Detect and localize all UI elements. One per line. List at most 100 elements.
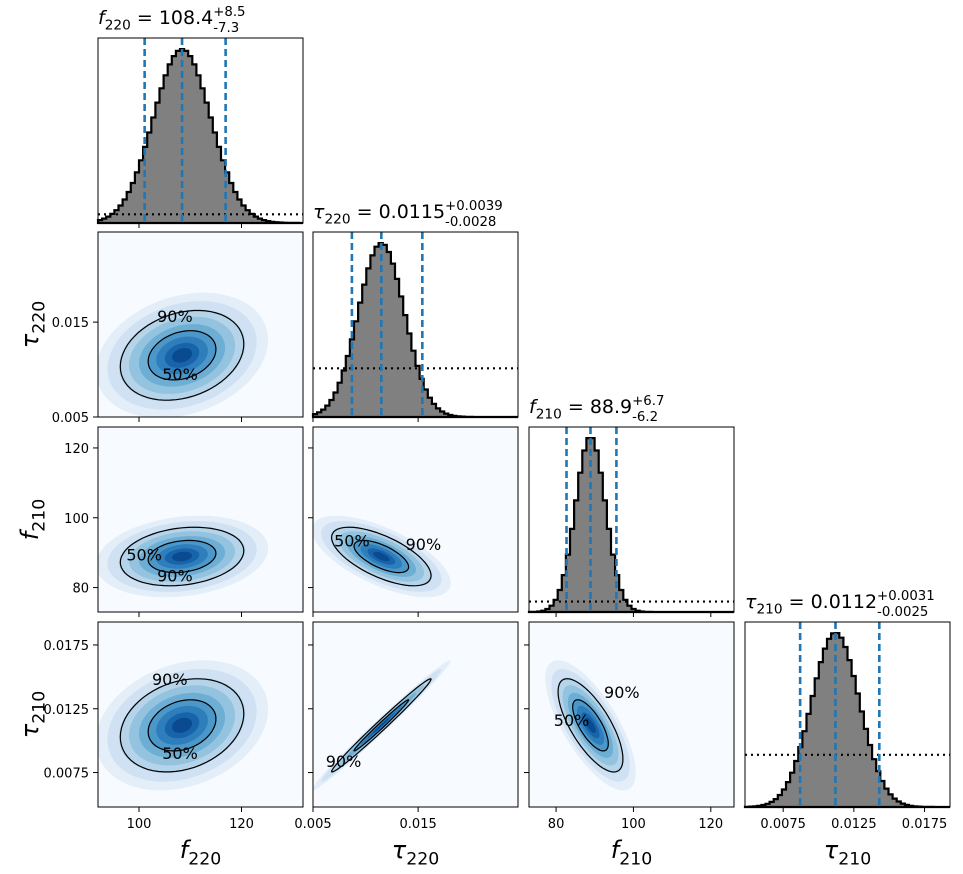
error-plus: +6.7: [632, 394, 664, 409]
error-minus: -0.0025: [877, 605, 928, 620]
y-tick-label: 120: [64, 442, 89, 457]
median-value: 88.9: [590, 396, 632, 418]
contour-50: [572, 699, 609, 752]
error-minus: -6.2: [632, 410, 658, 425]
median-value: 0.0112: [811, 591, 877, 613]
density-level: [172, 551, 193, 562]
density-level: [373, 551, 390, 562]
hist-panel-210-2: f210 = 88.9+6.7 -6.2: [527, 394, 735, 614]
x-axis-label: τ220: [392, 836, 439, 870]
y-tick-label: 0.0075: [44, 767, 90, 782]
y-tick-label: 100: [64, 512, 89, 527]
contour-label: 90%: [157, 307, 193, 326]
hist-title: τ210 = 0.0112+0.0031 -0.0025: [745, 589, 935, 620]
contour-label: 90%: [406, 535, 442, 554]
error-plus: +8.5: [213, 5, 245, 20]
density-panel-210-220: 90%: [312, 621, 519, 808]
axes-frame: [97, 426, 304, 613]
axes-frame: [97, 37, 304, 224]
contour-90: [330, 526, 432, 587]
contour-50: [147, 539, 217, 574]
density-level: [172, 717, 193, 733]
density-background: [313, 622, 518, 807]
y-axis-label-text: τ210: [16, 691, 50, 738]
contour-90: [119, 309, 245, 401]
contour-label: 50%: [162, 744, 198, 763]
y-tick-label: 80: [72, 582, 89, 597]
contour-label: 90%: [157, 567, 193, 586]
y-axis-label: τ210: [16, 691, 50, 738]
contour-50: [353, 539, 410, 574]
contour-label: 50%: [126, 546, 162, 565]
contour-90: [557, 678, 624, 773]
hist-title: τ220 = 0.0115+0.0039 -0.0028: [313, 199, 503, 230]
error-plus: +0.0039: [445, 199, 503, 214]
x-tick-label: 100: [127, 817, 152, 832]
contour-50: [147, 330, 217, 381]
x-axis-label: f210: [611, 836, 652, 870]
x-tick-label: 100: [621, 817, 646, 832]
hist-panel-210-3: τ210 = 0.0112+0.0031 -0.0025: [743, 589, 951, 809]
density-panel-220-220: 90% 50%: [97, 231, 304, 418]
contour-label: 50%: [554, 711, 590, 730]
contour-50: [147, 699, 217, 752]
y-axis-label: f210: [16, 499, 50, 540]
y-axis-label: τ220: [16, 301, 50, 348]
x-tick-label: 120: [698, 817, 723, 832]
x-tick-label: 80: [548, 817, 565, 832]
hist-panel-220-1: τ220 = 0.0115+0.0039 -0.0028: [311, 199, 519, 419]
density-panel-210-220: 50% 90%: [312, 426, 519, 613]
x-axis-label: τ210: [824, 836, 871, 870]
hist-title: f220 = 108.4+8.5 -7.3: [98, 5, 246, 36]
y-axis-label-text: f210: [16, 499, 50, 540]
error-minus: -0.0028: [445, 215, 496, 230]
x-tick-label: 0.005: [294, 817, 331, 832]
panels: f220 = 108.4+8.5 -7.3 τ220 = 0.0115+0.0039…: [16, 5, 951, 870]
hist-title: f210 = 88.9+6.7 -6.2: [529, 394, 664, 425]
density-panel-210-210: 90% 50%: [528, 621, 735, 808]
hist-panel-220-0: f220 = 108.4+8.5 -7.3: [96, 5, 304, 225]
x-tick-label: 0.0175: [902, 817, 948, 832]
density-level: [373, 717, 390, 733]
density-level: [172, 348, 193, 363]
axes-frame: [97, 621, 304, 808]
x-tick-label: 0.0125: [831, 817, 877, 832]
y-tick-label: 0.005: [52, 411, 89, 426]
axes-frame: [312, 621, 519, 808]
axes-frame: [312, 426, 519, 613]
axes-frame: [744, 621, 951, 808]
contour-label: 90%: [326, 752, 362, 771]
error-plus: +0.0031: [877, 589, 935, 604]
contour-90: [330, 678, 432, 773]
density-panel-210-220: 90% 50%: [97, 621, 304, 808]
x-tick-label: 0.015: [400, 817, 437, 832]
posterior-histogram: [96, 48, 303, 225]
contour-label: 50%: [334, 532, 370, 551]
axes-frame: [97, 231, 304, 418]
contour-label: 90%: [152, 670, 188, 689]
contour-label: 90%: [604, 683, 640, 702]
y-tick-label: 0.0175: [44, 639, 90, 654]
y-tick-label: 0.0125: [44, 703, 90, 718]
axes-frame: [528, 621, 735, 808]
contour-90: [119, 526, 245, 587]
x-tick-label: 120: [229, 817, 254, 832]
contour-90: [119, 678, 245, 773]
x-tick-label: 0.0075: [760, 817, 806, 832]
y-tick-label: 0.015: [52, 316, 89, 331]
contour-label: 50%: [162, 365, 198, 384]
median-value: 0.0115: [379, 201, 445, 223]
density-panel-210-220: 50%90%: [97, 426, 304, 613]
contour-50: [353, 699, 410, 752]
posterior-histogram: [527, 437, 734, 614]
axes-frame: [528, 426, 735, 613]
density-level: [585, 717, 596, 733]
x-axis-label: f220: [180, 836, 221, 870]
posterior-histogram: [311, 242, 518, 419]
axes-frame: [312, 231, 519, 418]
y-axis-label-text: τ220: [16, 301, 50, 348]
posterior-histogram: [743, 632, 950, 809]
median-value: 108.4: [159, 7, 213, 29]
error-minus: -7.3: [213, 21, 239, 36]
